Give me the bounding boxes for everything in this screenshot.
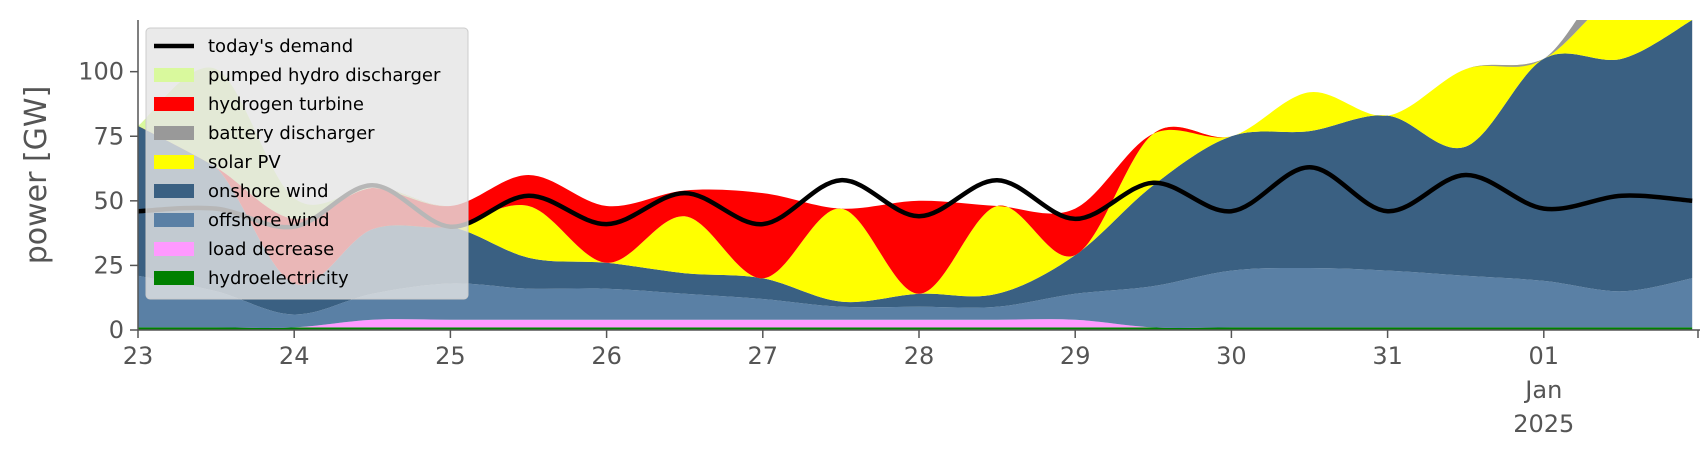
y-tick-label: 75 bbox=[93, 122, 124, 150]
legend-box bbox=[145, 27, 469, 300]
x-tick-label: 30 bbox=[1216, 342, 1247, 370]
legend: today's demand pumped hydro discharger hyd… bbox=[145, 27, 469, 300]
legend-swatch-hydrogen-turbine bbox=[154, 97, 194, 111]
legend-swatch-load-decrease bbox=[154, 242, 194, 256]
x-tick-label: 23 bbox=[123, 342, 154, 370]
x-tick-label: 27 bbox=[748, 342, 779, 370]
legend-swatch-hydroelectricity bbox=[154, 271, 194, 285]
legend-label-today-s-demand: today's demand bbox=[208, 36, 353, 57]
y-tick-label: 0 bbox=[109, 316, 124, 344]
area-load-decrease bbox=[138, 319, 1693, 328]
legend-label-solar-pv: solar PV bbox=[208, 152, 281, 173]
x-tick-label: 25 bbox=[435, 342, 466, 370]
legend-swatch-offshore-wind bbox=[154, 213, 194, 227]
x-tick-label: 29 bbox=[1060, 342, 1091, 370]
legend-label-load-decrease: load decrease bbox=[208, 239, 334, 260]
axes: 0 25 50 75 100 23 24 25 26 27 28 29 30 31 01 Jan 2025 bbox=[78, 20, 1700, 438]
x-tick-label: 26 bbox=[591, 342, 622, 370]
y-tick-label: 100 bbox=[78, 58, 124, 86]
legend-swatch-pumped-hydro-discharger bbox=[154, 68, 194, 82]
x-tick-label: 24 bbox=[279, 342, 310, 370]
legend-label-offshore-wind: offshore wind bbox=[208, 210, 330, 231]
legend-label-hydrogen-turbine: hydrogen turbine bbox=[208, 94, 364, 115]
legend-swatch-solar-pv bbox=[154, 155, 194, 169]
x-tick-label: 31 bbox=[1372, 342, 1403, 370]
x-tick-label: 01 Jan 2025 bbox=[1513, 342, 1574, 438]
legend-label-battery-discharger: battery discharger bbox=[208, 123, 375, 144]
legend-label-hydroelectricity: hydroelectricity bbox=[208, 268, 349, 289]
legend-label-onshore-wind: onshore wind bbox=[208, 181, 329, 202]
y-axis-label: power [GW] bbox=[19, 86, 54, 265]
legend-swatch-onshore-wind bbox=[154, 184, 194, 198]
y-tick-label: 50 bbox=[93, 187, 124, 215]
y-tick-label: 25 bbox=[93, 251, 124, 279]
x-tick-label: 28 bbox=[904, 342, 935, 370]
legend-swatch-battery-discharger bbox=[154, 126, 194, 140]
area-solar-pv bbox=[138, 20, 1693, 303]
legend-label-pumped-hydro-discharger: pumped hydro discharger bbox=[208, 65, 441, 86]
area-offshore-wind bbox=[138, 267, 1693, 328]
area-onshore-wind bbox=[138, 20, 1693, 315]
